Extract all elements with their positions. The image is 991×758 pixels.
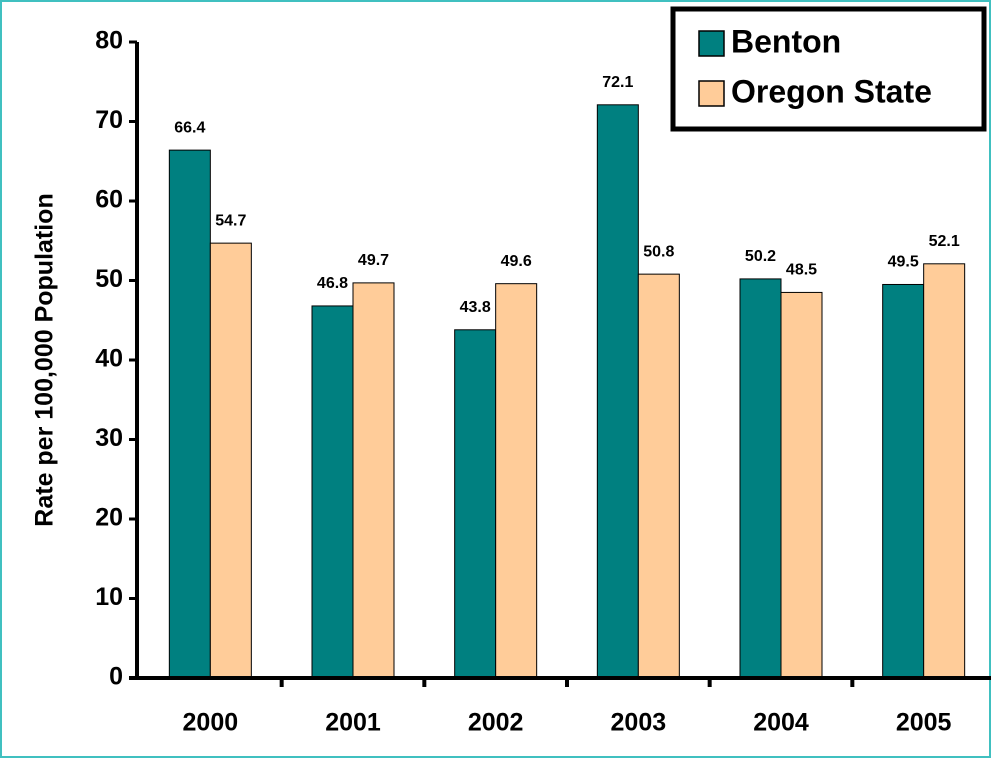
legend-swatch: [698, 80, 725, 107]
y-tick-label: 60: [95, 186, 123, 214]
data-label: 50.2: [745, 248, 776, 265]
bar: [596, 104, 639, 679]
data-label: 48.5: [786, 262, 817, 279]
data-label: 50.8: [643, 243, 674, 260]
bar: [739, 278, 782, 679]
y-tick-label: 10: [95, 583, 123, 611]
data-label: 46.8: [317, 275, 348, 292]
bar: [882, 283, 925, 679]
y-tick-label: 70: [95, 106, 123, 134]
y-tick-label: 80: [95, 27, 123, 55]
bar: [209, 242, 252, 679]
y-tick-label: 40: [95, 345, 123, 373]
legend-swatch: [698, 30, 725, 57]
data-label: 49.7: [358, 252, 389, 269]
data-label: 43.8: [460, 299, 491, 316]
bar: [454, 329, 497, 679]
x-tick-label: 2002: [468, 709, 524, 737]
x-tick-label: 2001: [325, 709, 381, 737]
data-label: 52.1: [929, 233, 960, 250]
legend-label: Benton: [731, 23, 841, 59]
bar: [311, 305, 354, 679]
data-label: 54.7: [215, 212, 246, 229]
data-label: 72.1: [602, 74, 633, 91]
x-tick-label: 2004: [753, 709, 809, 737]
y-axis-label: Rate per 100,000 Population: [31, 193, 59, 526]
bar: [168, 149, 211, 679]
y-tick-label: 30: [95, 424, 123, 452]
y-tick-label: 0: [109, 663, 123, 691]
legend-label: Oregon State: [731, 73, 932, 109]
data-label: 66.4: [174, 119, 205, 136]
bar: [637, 273, 680, 679]
bar: [780, 291, 823, 679]
y-tick-label: 50: [95, 265, 123, 293]
legend-box: [670, 6, 987, 132]
data-label: 49.6: [501, 253, 532, 270]
data-label: 49.5: [888, 254, 919, 271]
x-tick-label: 2005: [896, 709, 952, 737]
y-tick-label: 20: [95, 504, 123, 532]
x-tick-label: 2000: [183, 709, 239, 737]
bar: [923, 263, 966, 679]
x-tick-label: 2003: [611, 709, 667, 737]
bar: [495, 283, 538, 679]
bar: [352, 282, 395, 679]
